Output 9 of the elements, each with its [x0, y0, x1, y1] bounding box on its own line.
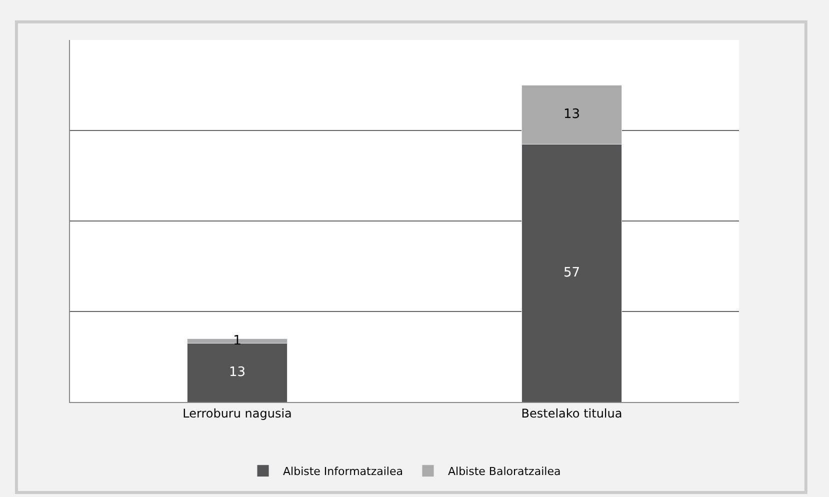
data-label: 13: [228, 365, 246, 380]
legend-label: Albiste Baloratzailea: [448, 465, 561, 478]
bar: [186, 342, 288, 402]
data-label: 1: [233, 333, 242, 348]
x-tick-label: Lerroburu nagusia: [182, 406, 292, 420]
x-tick-label: Bestelako titulua: [521, 406, 622, 420]
data-label: 13: [563, 107, 580, 122]
legend-label: Albiste Informatzailea: [283, 465, 403, 478]
data-label: 57: [563, 266, 580, 281]
